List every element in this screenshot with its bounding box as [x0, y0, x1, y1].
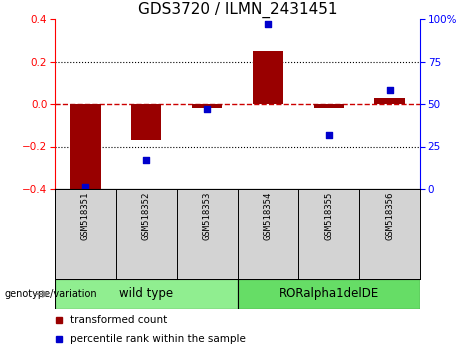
Text: GSM518356: GSM518356 [385, 192, 394, 240]
Text: wild type: wild type [119, 287, 173, 301]
Bar [253, 51, 283, 104]
Bar [237, 279, 420, 309]
Text: RORalpha1delDE: RORalpha1delDE [278, 287, 379, 301]
Bar [55, 279, 237, 309]
Bar [70, 104, 100, 193]
Bar [313, 104, 344, 108]
Title: GDS3720 / ILMN_2431451: GDS3720 / ILMN_2431451 [138, 1, 337, 18]
Text: genotype/variation: genotype/variation [5, 289, 97, 299]
Point [386, 87, 393, 93]
Bar [131, 104, 161, 140]
Point [142, 157, 150, 163]
Bar [374, 98, 405, 104]
Text: GSM518355: GSM518355 [324, 192, 333, 240]
Point [82, 184, 89, 190]
Point [264, 21, 272, 27]
Text: GSM518351: GSM518351 [81, 192, 90, 240]
Point [203, 106, 211, 112]
Text: percentile rank within the sample: percentile rank within the sample [70, 334, 245, 344]
Text: GSM518353: GSM518353 [202, 192, 212, 240]
Text: GSM518352: GSM518352 [142, 192, 151, 240]
Text: transformed count: transformed count [70, 315, 167, 325]
Point [325, 132, 332, 137]
Bar [192, 104, 222, 108]
Text: GSM518354: GSM518354 [263, 192, 272, 240]
